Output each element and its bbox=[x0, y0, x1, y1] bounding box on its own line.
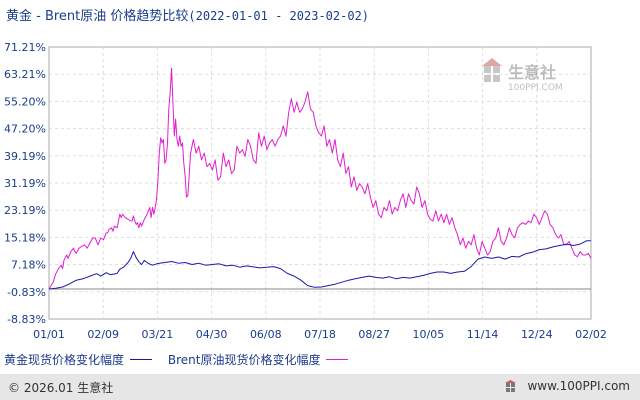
footer-bar: © 2026.01 生意社 www.100PPI.com bbox=[0, 374, 640, 400]
watermark-icon: 生意社 100PPI.COM bbox=[482, 58, 563, 93]
legend-item-brent: Brent原油现货价格变化幅度 bbox=[168, 351, 349, 368]
legend-swatch-brent bbox=[326, 359, 349, 360]
x-tick-label: 03/21 bbox=[142, 328, 174, 340]
footer-url[interactable]: www.100PPI.com bbox=[527, 379, 630, 393]
legend-label-brent: Brent原油现货价格变化幅度 bbox=[167, 353, 321, 367]
chart-title-text: 黄金 - Brent原油 价格趋势比较 bbox=[6, 9, 189, 24]
x-tick-label: 10/05 bbox=[413, 328, 445, 340]
legend-label-gold: 黄金现货价格变化幅度 bbox=[4, 353, 125, 367]
x-tick-label: 12/24 bbox=[521, 328, 553, 340]
price-trend-chart: 71.21% 63.21% 55.20% 47.20% 39.19% 31.19% 23.1… bbox=[4, 41, 607, 340]
x-tick-label: 01/01 bbox=[33, 328, 65, 340]
y-tick-label: 31.19% bbox=[4, 177, 46, 190]
watermark-url: 100PPI.COM bbox=[508, 83, 563, 93]
y-tick-label: 23.19% bbox=[4, 204, 46, 217]
y-tick-label: 15.18% bbox=[4, 231, 46, 244]
legend-swatch-gold bbox=[130, 359, 153, 360]
x-tick-label: 06/08 bbox=[250, 328, 282, 340]
x-tick-label: 04/30 bbox=[196, 328, 228, 340]
y-tick-label: 39.19% bbox=[4, 150, 46, 163]
x-tick-label: 08/27 bbox=[358, 328, 390, 340]
chart-legend: 黄金现货价格变化幅度 Brent原油现货价格变化幅度 bbox=[4, 351, 360, 368]
y-tick-label: 7.18% bbox=[11, 259, 46, 272]
x-tick-label: 02/02 bbox=[575, 328, 607, 340]
y-tick-label: -0.83% bbox=[7, 286, 46, 299]
x-tick-label: 11/14 bbox=[467, 328, 499, 340]
y-tick-label: -8.83% bbox=[7, 313, 46, 326]
series-line-brent bbox=[48, 67, 592, 290]
footer-site[interactable]: www.100PPI.com bbox=[505, 379, 630, 393]
legend-item-gold: 黄金现货价格变化幅度 bbox=[4, 351, 153, 368]
x-tick-label: 07/18 bbox=[304, 328, 336, 340]
series-line-gold bbox=[48, 240, 591, 290]
chart-date-range: (2022-01-01 - 2023-02-02) bbox=[188, 9, 370, 23]
site-logo-icon bbox=[505, 380, 517, 392]
x-tick-label: 02/09 bbox=[87, 328, 119, 340]
y-tick-label: 63.21% bbox=[4, 68, 46, 81]
watermark-name: 生意社 bbox=[508, 63, 556, 82]
watermark-logo: 生意社 100PPI.COM bbox=[482, 56, 582, 98]
y-tick-label: 47.20% bbox=[4, 123, 46, 136]
y-tick-label: 71.21% bbox=[4, 41, 46, 54]
footer-copyright: © 2026.01 生意社 bbox=[8, 381, 114, 395]
y-tick-label: 55.20% bbox=[4, 95, 46, 108]
chart-title: 黄金 - Brent原油 价格趋势比较(2022-01-01 - 2023-02… bbox=[6, 5, 369, 24]
